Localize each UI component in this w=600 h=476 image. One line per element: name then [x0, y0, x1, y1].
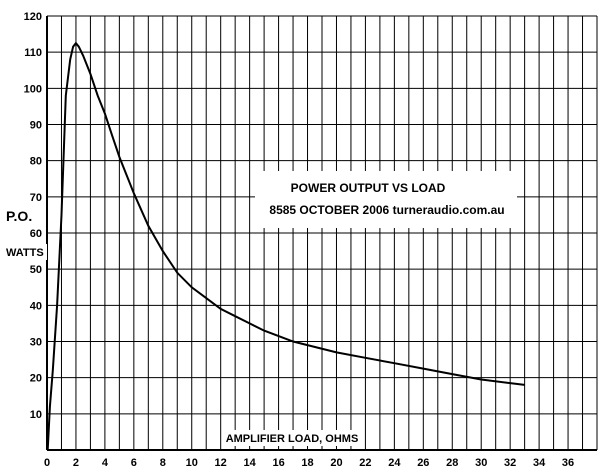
- series-line: [46, 41, 525, 451]
- ylabel-box: [3, 205, 39, 227]
- y-tick-label: 90: [30, 120, 42, 132]
- y-tick-label: 40: [30, 300, 42, 312]
- y-tick-label: 50: [30, 264, 42, 276]
- x-tick-label: 20: [330, 457, 342, 469]
- x-tick-label: 10: [186, 457, 198, 469]
- y-tick-label: 20: [30, 373, 42, 385]
- xlabel-box: [226, 430, 360, 446]
- ylabel-unit-box: [3, 244, 47, 260]
- y-tick-label: 60: [30, 228, 42, 240]
- x-tick-label: 30: [475, 457, 487, 469]
- y-tick-label: 100: [24, 83, 42, 95]
- x-tick-label: 34: [533, 457, 546, 469]
- x-tick-label: 2: [73, 457, 79, 469]
- y-tick-label: 80: [30, 156, 42, 168]
- x-tick-label: 28: [446, 457, 458, 469]
- x-tick-label: 32: [504, 457, 516, 469]
- x-tick-label: 0: [44, 457, 50, 469]
- x-tick-label: 8: [160, 457, 166, 469]
- chart-title: POWER OUTPUT VS LOAD: [291, 181, 446, 195]
- x-tick-label: 18: [301, 457, 313, 469]
- x-tick-label: 24: [388, 457, 401, 469]
- x-tick-label: 6: [131, 457, 137, 469]
- tick-labels: 0 2 4 6 8 10 12 14 16 18 20 22 24 26 28 30 32 34 361020304…: [24, 11, 575, 469]
- y-tick-label: 70: [30, 192, 42, 204]
- chart-subtitle: 8585 OCTOBER 2006 turneraudio.com.au: [269, 203, 504, 217]
- x-tick-label: 22: [359, 457, 371, 469]
- x-tick-label: 16: [272, 457, 284, 469]
- y-tick-label: 30: [30, 337, 42, 349]
- title-box: [255, 171, 517, 228]
- x-tick-label: 4: [102, 457, 109, 469]
- y-tick-label: 110: [24, 47, 42, 59]
- x-tick-label: 14: [244, 457, 257, 469]
- y-tick-label: 10: [30, 409, 42, 421]
- x-tick-label: 26: [417, 457, 429, 469]
- x-tick-label: 12: [215, 457, 227, 469]
- y-axis-label: P.O.: [6, 208, 32, 224]
- grid: [46, 15, 598, 451]
- x-tick-label: 36: [562, 457, 574, 469]
- x-axis-label: AMPLIFIER LOAD, OHMS: [226, 433, 359, 445]
- y-tick-label: 120: [24, 11, 42, 23]
- y-axis-unit: WATTS: [6, 247, 44, 259]
